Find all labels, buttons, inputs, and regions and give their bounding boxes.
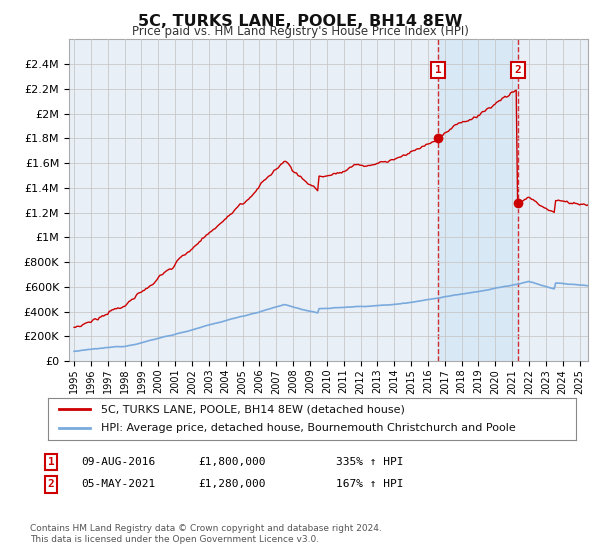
Text: 05-MAY-2021: 05-MAY-2021	[81, 479, 155, 489]
Text: 1: 1	[435, 65, 442, 75]
Text: HPI: Average price, detached house, Bournemouth Christchurch and Poole: HPI: Average price, detached house, Bour…	[101, 423, 515, 433]
Text: 5C, TURKS LANE, POOLE, BH14 8EW (detached house): 5C, TURKS LANE, POOLE, BH14 8EW (detache…	[101, 404, 404, 414]
Text: Contains HM Land Registry data © Crown copyright and database right 2024.: Contains HM Land Registry data © Crown c…	[30, 524, 382, 533]
Bar	[438, 39, 518, 361]
Text: 5C, TURKS LANE, POOLE, BH14 8EW: 5C, TURKS LANE, POOLE, BH14 8EW	[138, 14, 462, 29]
Text: £1,280,000: £1,280,000	[198, 479, 265, 489]
Text: 335% ↑ HPI: 335% ↑ HPI	[336, 457, 404, 467]
Text: 167% ↑ HPI: 167% ↑ HPI	[336, 479, 404, 489]
Text: 1: 1	[47, 457, 55, 467]
Text: This data is licensed under the Open Government Licence v3.0.: This data is licensed under the Open Gov…	[30, 534, 319, 544]
Text: 2: 2	[515, 65, 521, 75]
Text: Price paid vs. HM Land Registry's House Price Index (HPI): Price paid vs. HM Land Registry's House …	[131, 25, 469, 38]
Text: 2: 2	[47, 479, 55, 489]
Text: 09-AUG-2016: 09-AUG-2016	[81, 457, 155, 467]
Text: £1,800,000: £1,800,000	[198, 457, 265, 467]
